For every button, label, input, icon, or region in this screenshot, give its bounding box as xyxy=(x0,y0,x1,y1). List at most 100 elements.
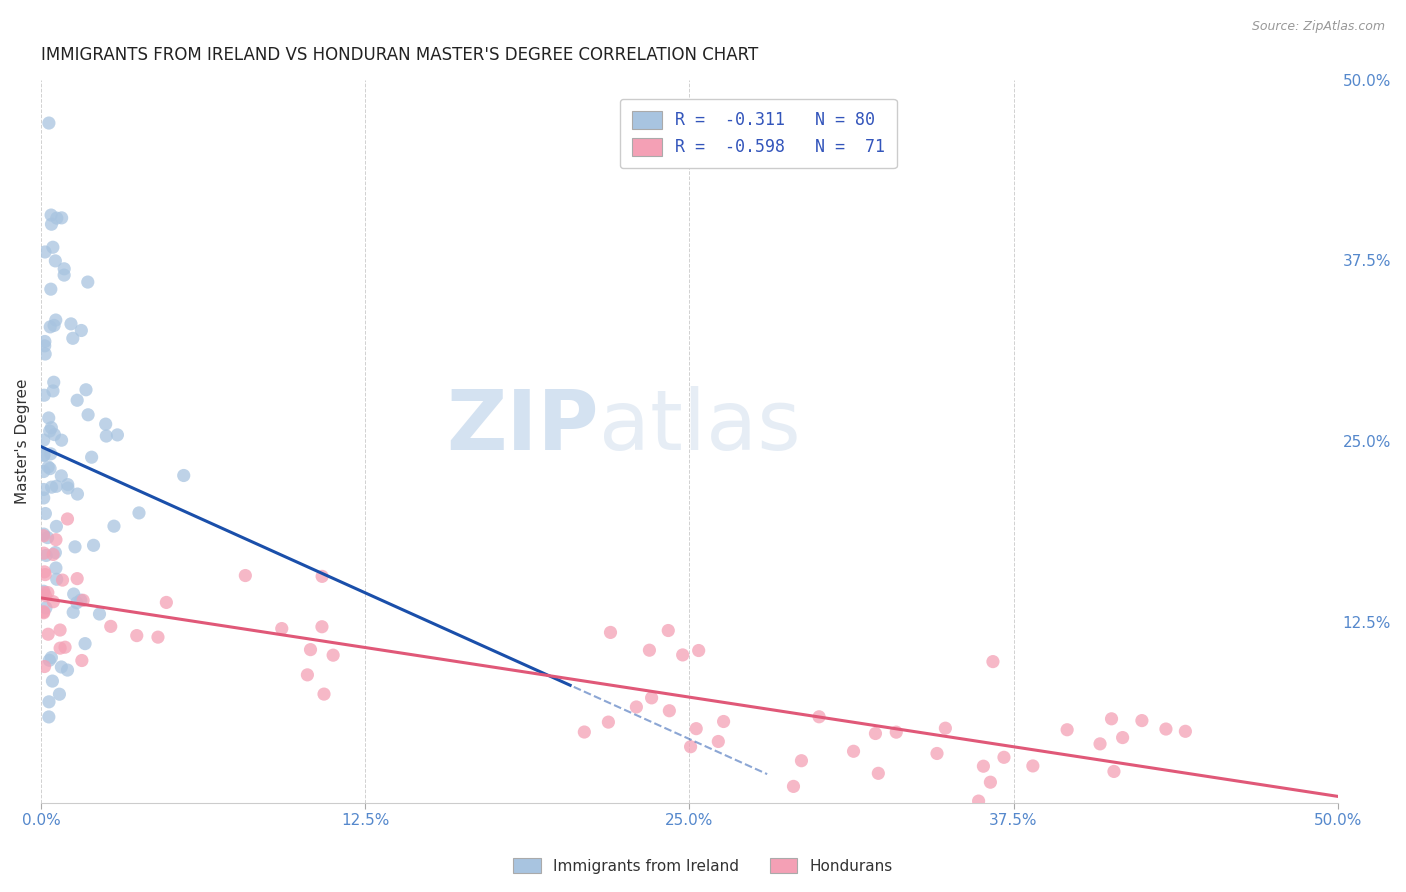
Legend: R =  -0.311   N = 80, R =  -0.598   N =  71: R = -0.311 N = 80, R = -0.598 N = 71 xyxy=(620,99,897,168)
Point xyxy=(69,593,91,607)
Point xyxy=(32,448,55,462)
Point xyxy=(626,700,648,714)
Point xyxy=(66,596,89,610)
Point xyxy=(32,388,55,402)
Point xyxy=(297,668,319,682)
Point xyxy=(1111,731,1133,745)
Point xyxy=(89,607,111,621)
Text: IMMIGRANTS FROM IRELAND VS HONDURAN MASTER'S DEGREE CORRELATION CHART: IMMIGRANTS FROM IRELAND VS HONDURAN MAST… xyxy=(41,46,758,64)
Point xyxy=(38,695,60,709)
Point xyxy=(155,595,177,609)
Point xyxy=(41,674,63,689)
Point xyxy=(34,347,56,361)
Point xyxy=(1102,764,1125,779)
Point xyxy=(66,393,89,408)
Point xyxy=(39,447,62,461)
Y-axis label: Master's Degree: Master's Degree xyxy=(15,378,30,504)
Legend: Immigrants from Ireland, Hondurans: Immigrants from Ireland, Hondurans xyxy=(508,852,898,880)
Point xyxy=(62,331,84,345)
Point xyxy=(32,546,55,560)
Point xyxy=(868,766,890,780)
Point xyxy=(45,313,67,327)
Point xyxy=(32,448,55,462)
Point xyxy=(96,429,118,443)
Point xyxy=(77,408,100,422)
Point xyxy=(34,244,56,259)
Point xyxy=(44,545,66,559)
Point xyxy=(1088,737,1111,751)
Point xyxy=(713,714,735,729)
Point xyxy=(63,540,86,554)
Point xyxy=(672,648,695,662)
Point xyxy=(107,428,129,442)
Point xyxy=(32,527,55,541)
Point xyxy=(934,721,956,735)
Point xyxy=(1154,722,1177,736)
Point xyxy=(1101,712,1123,726)
Point xyxy=(51,468,73,483)
Point xyxy=(32,491,55,505)
Point xyxy=(640,690,662,705)
Point xyxy=(34,565,56,579)
Point xyxy=(41,480,63,494)
Point xyxy=(83,538,105,552)
Point xyxy=(42,318,65,333)
Point xyxy=(658,704,681,718)
Point xyxy=(322,648,344,663)
Text: atlas: atlas xyxy=(599,386,800,467)
Point xyxy=(32,585,55,599)
Point xyxy=(38,653,60,667)
Point xyxy=(311,620,333,634)
Point xyxy=(125,629,148,643)
Point xyxy=(925,747,948,761)
Point xyxy=(34,334,56,349)
Point xyxy=(34,567,56,582)
Point xyxy=(842,744,865,758)
Point xyxy=(41,650,63,665)
Point xyxy=(679,739,702,754)
Point xyxy=(45,211,67,226)
Point xyxy=(299,642,322,657)
Point xyxy=(1056,723,1078,737)
Point xyxy=(35,549,58,563)
Point xyxy=(39,319,62,334)
Point xyxy=(1130,714,1153,728)
Point xyxy=(38,424,60,438)
Point xyxy=(66,487,89,501)
Point xyxy=(38,710,60,724)
Point xyxy=(38,116,60,130)
Point xyxy=(979,775,1001,789)
Point xyxy=(39,208,62,222)
Point xyxy=(233,568,256,582)
Point xyxy=(574,725,596,739)
Point xyxy=(44,253,66,268)
Point xyxy=(707,734,730,748)
Point xyxy=(32,584,55,599)
Point xyxy=(34,339,56,353)
Point xyxy=(41,420,63,434)
Point xyxy=(146,630,169,644)
Point xyxy=(51,573,73,587)
Point xyxy=(70,324,93,338)
Point xyxy=(76,275,98,289)
Point xyxy=(967,794,990,808)
Point xyxy=(42,240,65,254)
Point xyxy=(657,624,679,638)
Point xyxy=(311,569,333,583)
Point xyxy=(1022,759,1045,773)
Point xyxy=(884,725,907,739)
Point xyxy=(56,512,79,526)
Point xyxy=(45,519,67,533)
Point xyxy=(37,627,59,641)
Point xyxy=(42,376,65,390)
Point xyxy=(42,384,65,398)
Point xyxy=(993,750,1015,764)
Point xyxy=(51,211,73,225)
Point xyxy=(37,459,59,474)
Point xyxy=(638,643,661,657)
Point xyxy=(45,533,67,547)
Point xyxy=(49,641,72,656)
Point xyxy=(32,433,55,447)
Point xyxy=(53,640,76,655)
Point xyxy=(128,506,150,520)
